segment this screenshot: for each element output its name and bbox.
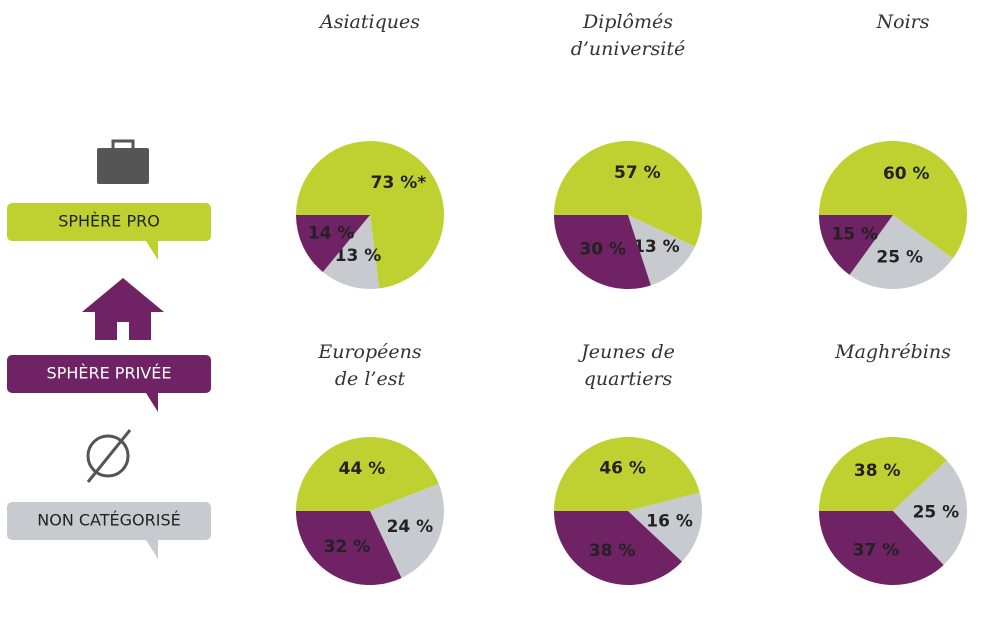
pie-slice xyxy=(849,215,953,289)
pie-slice xyxy=(554,511,682,586)
legend-bubble xyxy=(7,355,211,412)
pie-slice xyxy=(554,215,651,289)
slice-label: 15 % xyxy=(831,224,878,244)
slice-label: 13 % xyxy=(633,237,680,257)
slice-label: 25 % xyxy=(876,247,923,267)
slice-label: 13 % xyxy=(335,246,382,266)
pie-slice xyxy=(628,492,703,562)
pie-slice xyxy=(628,215,695,286)
slice-label: 57 % xyxy=(614,163,661,183)
slice-label: 32 % xyxy=(324,537,371,557)
pie-title: Asiatiques xyxy=(318,11,420,33)
house-icon xyxy=(82,278,164,340)
pie-slice xyxy=(296,436,439,511)
pie-slice xyxy=(296,141,444,289)
pie-title: Maghrébins xyxy=(834,341,951,363)
legend-bubble xyxy=(7,203,211,260)
slice-label: 25 % xyxy=(913,502,960,522)
legend-label: SPHÈRE PRO xyxy=(58,212,160,231)
slice-label: 73 %* xyxy=(371,173,427,193)
pie-slice xyxy=(296,215,370,273)
pie-title: de l’est xyxy=(335,368,406,390)
pie-slice xyxy=(322,215,380,289)
legend-bubble xyxy=(7,502,211,559)
pie-title: d’université xyxy=(571,38,686,60)
pie-slice xyxy=(893,460,968,565)
pie-slice xyxy=(554,140,702,247)
briefcase-icon xyxy=(97,139,149,184)
slice-label: 16 % xyxy=(646,512,693,532)
pie-slice xyxy=(370,483,444,578)
pie-title: Diplômés xyxy=(582,11,673,33)
pie-slice xyxy=(819,215,893,275)
slice-label: 30 % xyxy=(579,240,626,260)
slice-label: 37 % xyxy=(853,540,900,560)
pie-slice xyxy=(819,511,944,586)
slice-label: 44 % xyxy=(339,459,386,479)
slice-label: 38 % xyxy=(589,541,636,561)
pie-title: Jeunes de xyxy=(577,341,675,363)
legend-label: SPHÈRE PRIVÉE xyxy=(47,364,172,383)
pie-title: Noirs xyxy=(876,11,930,33)
slice-label: 60 % xyxy=(883,164,930,184)
pie-title: quartiers xyxy=(584,368,673,390)
pie-slice xyxy=(819,141,968,259)
slice-label: 38 % xyxy=(854,461,901,481)
pie-title: Européens xyxy=(317,341,422,363)
slice-label: 14 % xyxy=(308,223,355,243)
pie-slice xyxy=(554,436,700,511)
pie-slice xyxy=(819,437,947,511)
legend-label: NON CATÉGORISÉ xyxy=(37,511,180,530)
slice-label: 24 % xyxy=(387,517,434,537)
pie-slice xyxy=(296,511,402,585)
slice-label: 46 % xyxy=(599,458,646,478)
empty-set-icon xyxy=(86,429,132,483)
